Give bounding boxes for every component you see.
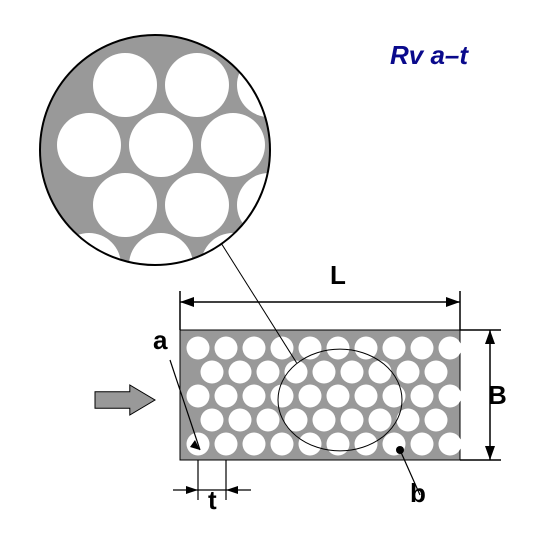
diagram-canvas: Rv a–t L B a t b bbox=[0, 0, 550, 550]
diagram-svg bbox=[0, 0, 550, 550]
